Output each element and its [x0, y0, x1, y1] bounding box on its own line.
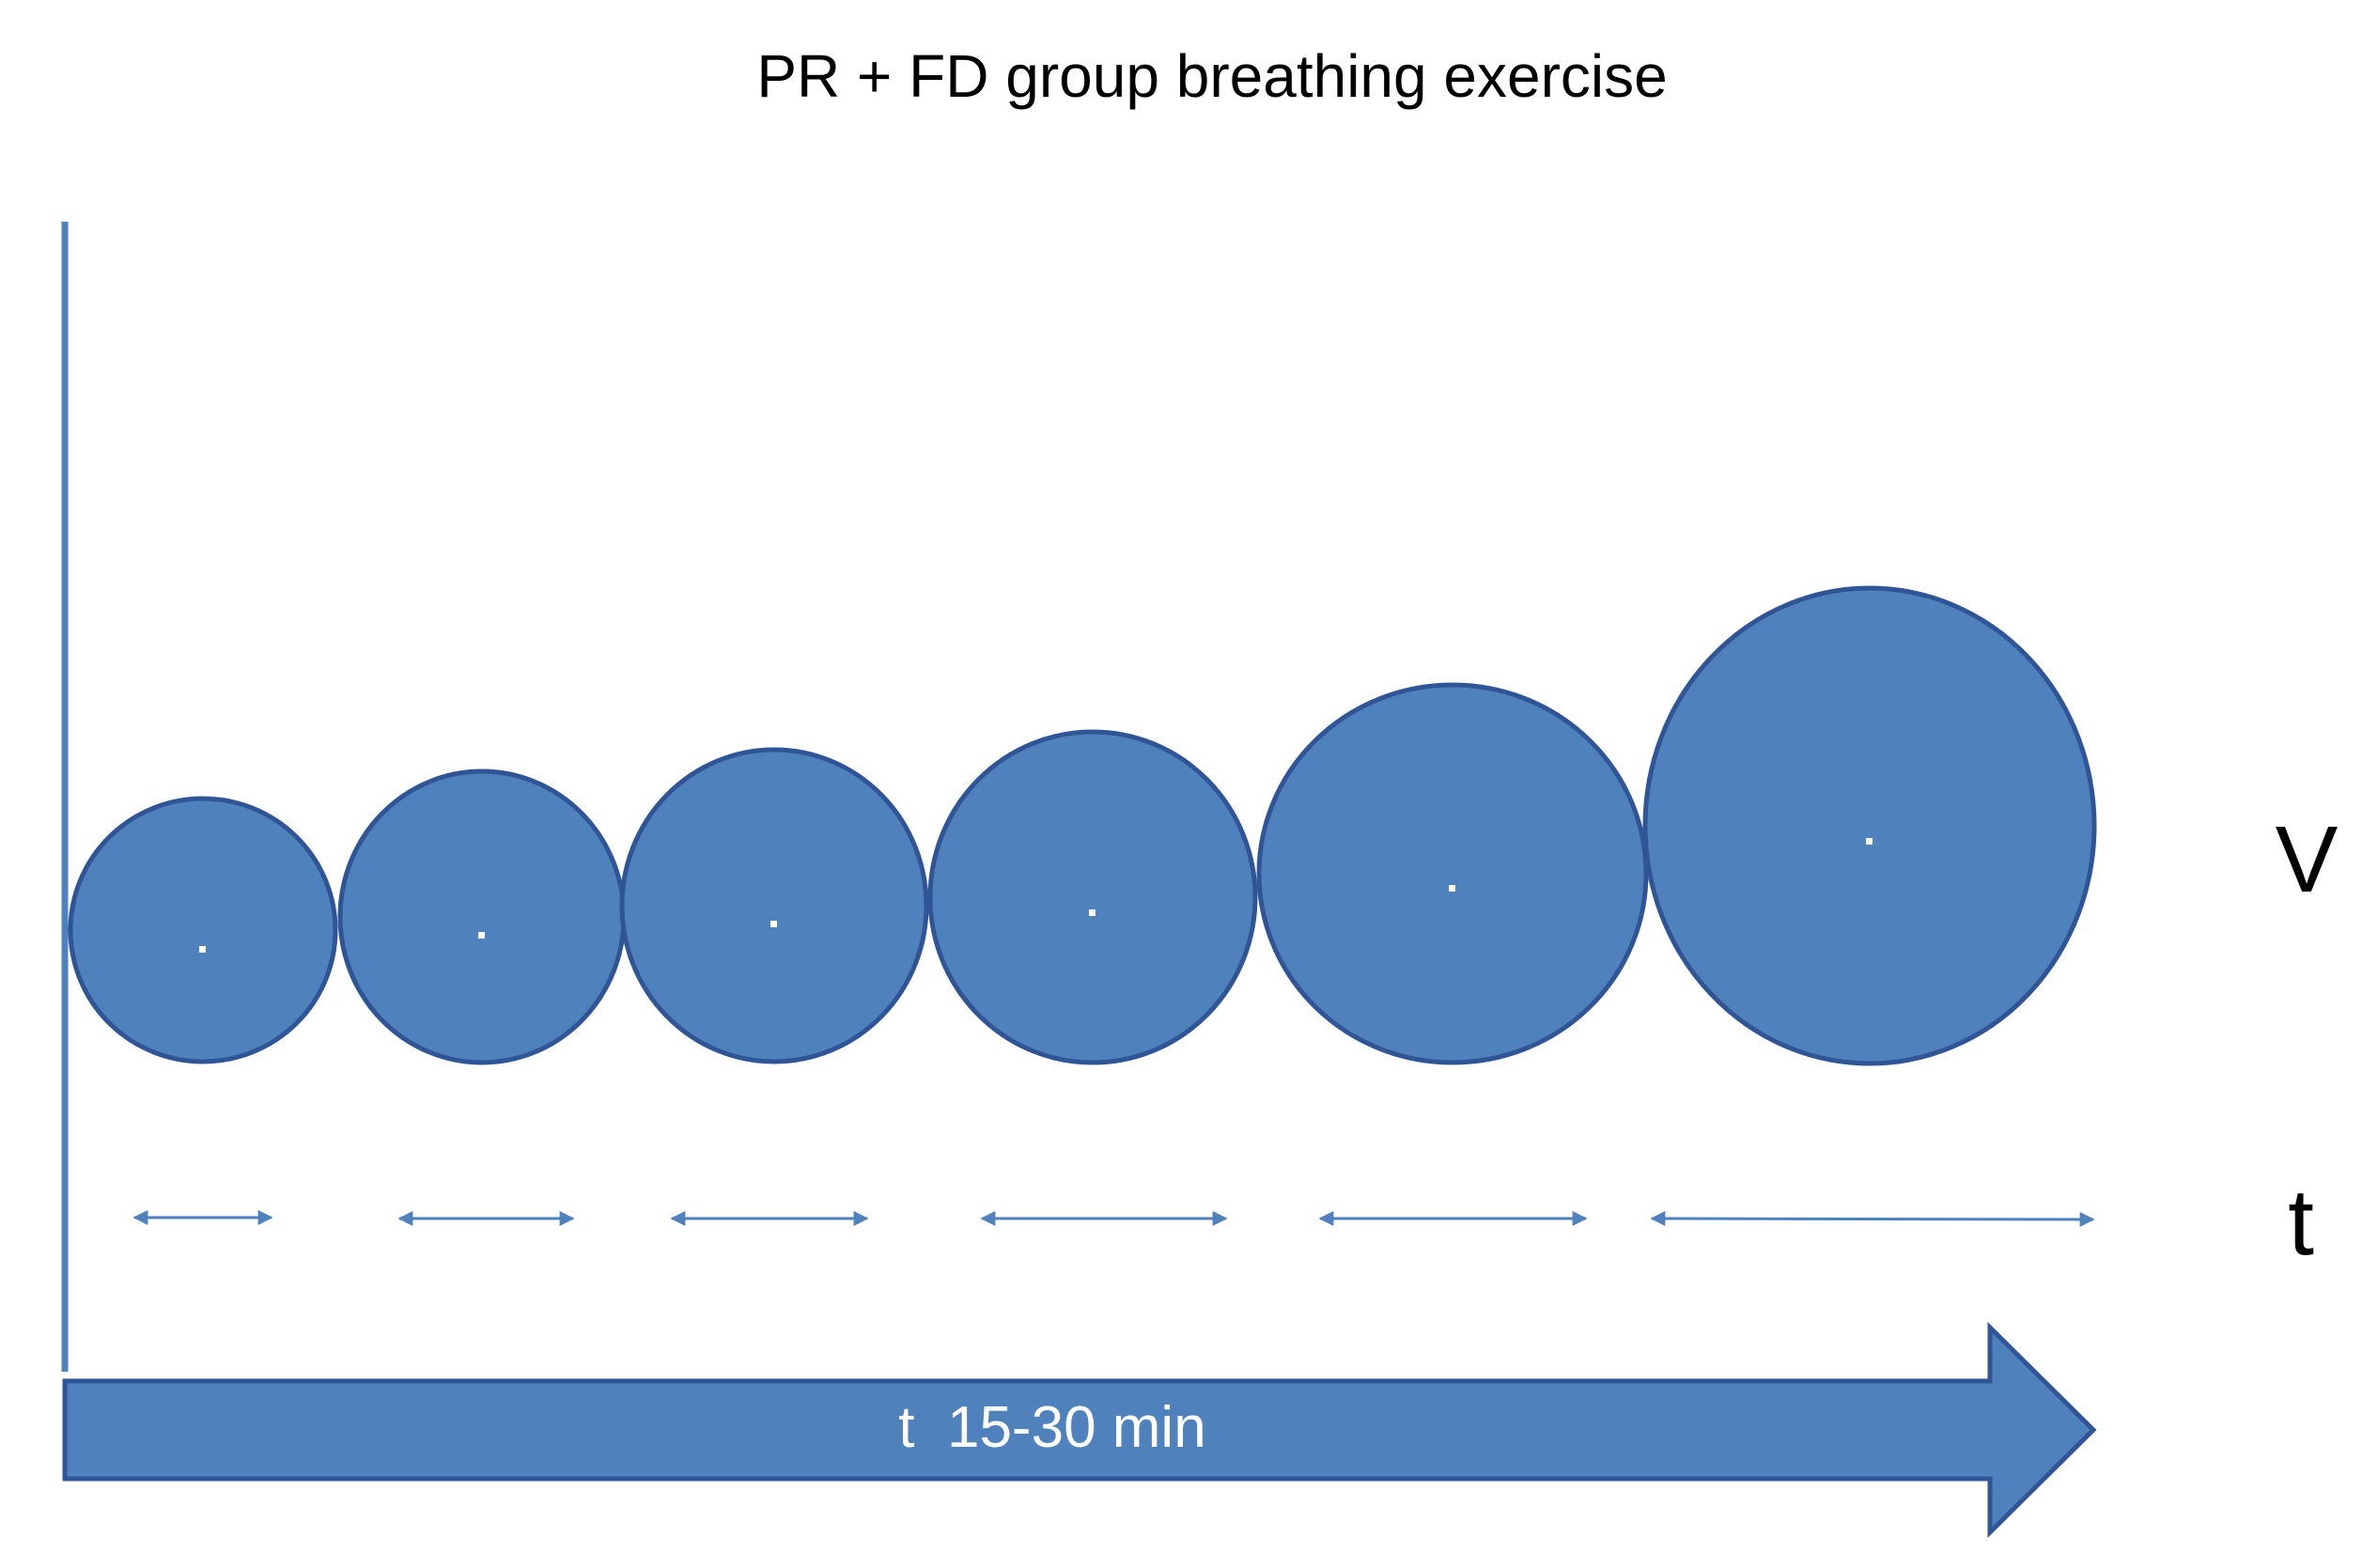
breath-circle-4 [927, 729, 1258, 1065]
center-dot [770, 921, 777, 927]
center-dot [1449, 885, 1455, 892]
breath-circle-1 [68, 796, 338, 1064]
breath-circle-2 [337, 768, 627, 1065]
diagram-title: PR + FD group breathing exercise [756, 42, 1667, 110]
breath-circle-3 [619, 747, 929, 1064]
timeline-arrow-label: t 15-30 min [898, 1395, 1205, 1460]
center-dot [1089, 909, 1096, 916]
breath-circle-6 [1642, 585, 2097, 1066]
time-label: t [2288, 1170, 2314, 1275]
interval-arrows [132, 1210, 2095, 1227]
center-dot [199, 946, 206, 953]
timeline-arrow [62, 1322, 2097, 1538]
breath-circle-5 [1256, 682, 1649, 1065]
breath-circles [68, 585, 2097, 1066]
volume-label: V [2276, 807, 2339, 912]
center-dot [478, 932, 485, 939]
center-dot [1866, 838, 1873, 845]
